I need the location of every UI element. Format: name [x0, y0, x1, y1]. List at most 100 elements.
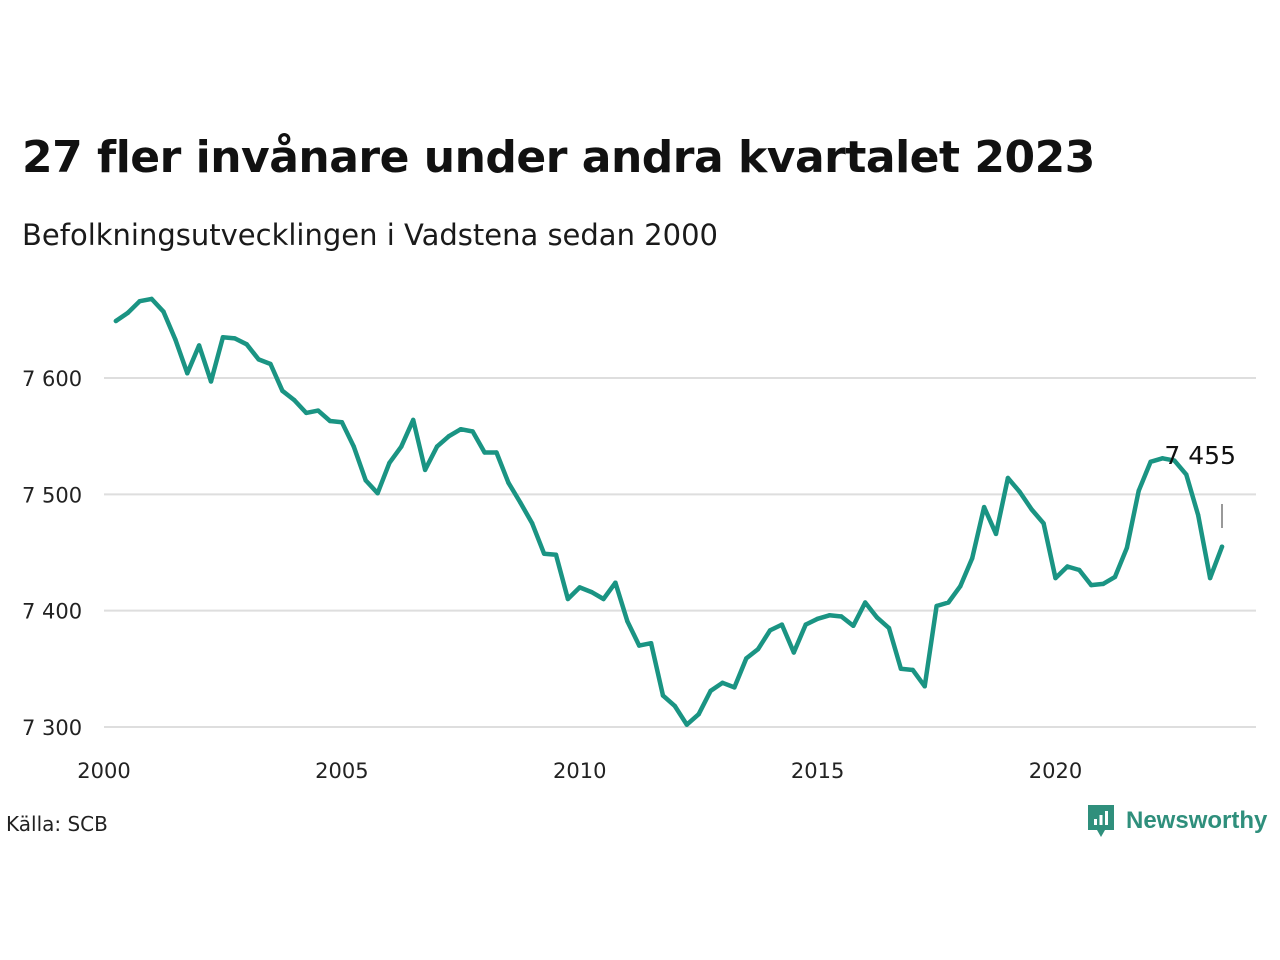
data-point — [196, 343, 202, 348]
data-point — [767, 628, 773, 633]
x-tick-label: 2000 — [77, 759, 130, 783]
data-point — [827, 613, 832, 618]
data-point — [280, 388, 285, 393]
data-point — [387, 460, 392, 466]
data-point — [779, 622, 785, 627]
data-point — [815, 616, 820, 621]
data-point — [851, 623, 856, 628]
data-point — [1089, 582, 1094, 588]
data-point — [958, 584, 963, 589]
data-point — [1017, 489, 1022, 495]
x-tick-label: 2015 — [791, 759, 844, 783]
data-point — [755, 646, 761, 652]
annotation-layer: 7 455 — [1164, 441, 1236, 528]
data-point — [1100, 581, 1106, 587]
data-point — [220, 335, 226, 340]
data-point — [327, 418, 333, 424]
brand-name: Newsworthy — [1126, 807, 1268, 834]
y-tick-label: 7 300 — [22, 716, 82, 740]
data-point — [149, 296, 154, 302]
data-point — [422, 467, 428, 473]
data-point — [1207, 575, 1213, 581]
series-layer — [113, 296, 1225, 727]
data-point — [970, 556, 975, 561]
data-point — [720, 680, 725, 685]
y-tick-label: 7 600 — [22, 367, 82, 391]
data-point — [1053, 575, 1058, 581]
data-point — [1219, 544, 1225, 549]
data-point — [399, 444, 404, 449]
data-point — [803, 622, 808, 627]
data-point — [351, 444, 356, 449]
data-point — [648, 641, 654, 646]
data-point — [1077, 567, 1082, 573]
data-point — [898, 666, 904, 671]
data-point — [1112, 574, 1118, 580]
data-point — [244, 342, 249, 347]
y-tick-label: 7 400 — [22, 600, 82, 624]
data-point — [494, 450, 499, 455]
data-point — [1124, 545, 1130, 550]
data-point — [458, 427, 463, 432]
y-axis-ticks: 7 300 7 400 7 500 7 600 — [22, 367, 82, 740]
data-point — [791, 650, 796, 655]
data-point — [577, 585, 582, 590]
data-point — [637, 643, 642, 648]
data-point — [910, 667, 915, 673]
data-point — [518, 500, 523, 505]
data-point — [934, 603, 939, 609]
data-point — [922, 684, 927, 689]
x-tick-label: 2010 — [553, 759, 606, 783]
data-point — [363, 478, 368, 483]
data-point — [1196, 513, 1201, 518]
data-point — [530, 521, 535, 526]
data-point — [684, 722, 689, 727]
data-point — [541, 551, 547, 556]
data-point — [125, 310, 130, 316]
data-point — [886, 625, 892, 631]
newsworthy-logo-icon — [1088, 805, 1114, 837]
data-point — [672, 703, 678, 709]
data-point — [1005, 475, 1011, 481]
brand-logo: Newsworthy — [1086, 804, 1267, 838]
data-point — [1184, 472, 1189, 477]
data-point — [732, 685, 737, 690]
data-point — [161, 309, 166, 314]
data-point — [446, 434, 452, 439]
data-point — [506, 480, 511, 485]
chart-subtitle: Befolkningsutvecklingen i Vadstena sedan… — [22, 218, 718, 252]
series-line — [113, 296, 1225, 727]
data-point — [981, 504, 987, 510]
data-point — [137, 299, 142, 304]
data-point — [874, 615, 880, 620]
data-point — [744, 656, 749, 661]
data-point — [411, 417, 416, 423]
data-point — [292, 397, 297, 403]
data-point — [208, 379, 214, 384]
data-point — [1041, 521, 1046, 526]
data-point — [375, 491, 380, 496]
data-point — [660, 693, 666, 698]
data-point — [434, 444, 440, 449]
data-point — [863, 600, 868, 605]
y-tick-label: 7 500 — [22, 483, 82, 507]
data-point — [256, 357, 261, 362]
data-point — [625, 618, 630, 624]
data-point — [708, 688, 713, 694]
data-point — [839, 614, 844, 619]
data-point — [589, 589, 594, 595]
data-point — [113, 318, 119, 324]
data-point — [1148, 459, 1153, 464]
data-point — [613, 580, 618, 585]
chart-title: 27 fler invånare under andra kvartalet 2… — [22, 132, 1095, 183]
x-tick-label: 2005 — [315, 759, 368, 783]
gridlines — [104, 377, 1256, 728]
data-point — [268, 361, 273, 367]
data-point — [946, 600, 951, 605]
data-point — [232, 336, 237, 341]
data-point — [1136, 488, 1141, 493]
data-point — [173, 337, 178, 342]
data-point — [1172, 458, 1177, 463]
data-point — [1065, 564, 1070, 569]
